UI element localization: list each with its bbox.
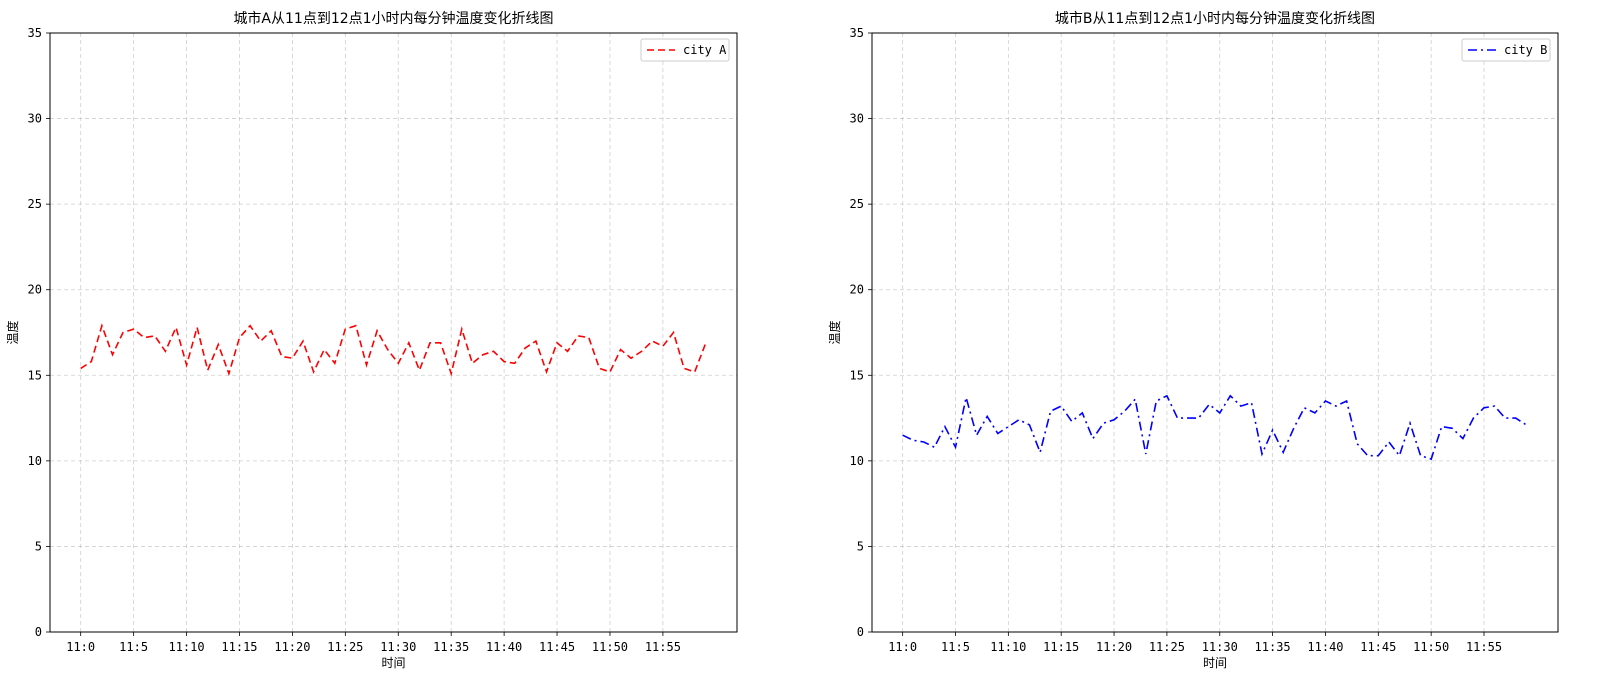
y-tick-label: 5 xyxy=(35,539,42,553)
y-tick-label: 15 xyxy=(850,368,864,382)
x-tick-label: 11:0 xyxy=(66,640,95,654)
x-tick-label: 11:40 xyxy=(486,640,522,654)
x-tick-label: 11:20 xyxy=(1096,640,1132,654)
x-tick-label: 11:10 xyxy=(990,640,1026,654)
y-tick-label: 20 xyxy=(28,283,42,297)
chart-city-b: 0 5 10 15 20 25 30 35 11:0 11:5 11:10 11:15 11:20 11:… xyxy=(827,10,1559,670)
y-tick-label: 10 xyxy=(850,454,864,468)
y-tick-label: 25 xyxy=(850,197,864,211)
legend-box xyxy=(1461,38,1551,62)
y-tick-label: 15 xyxy=(28,368,42,382)
x-tick-label: 11:35 xyxy=(433,640,469,654)
x-tick-label: 11:55 xyxy=(1466,640,1502,654)
x-tick-label: 11:40 xyxy=(1307,640,1343,654)
chart-title: 城市A从11点到12点1小时内每分钟温度变化折线图 xyxy=(233,10,553,27)
y-tick-label: 30 xyxy=(850,112,864,126)
plot-area xyxy=(50,33,737,632)
series-line-city-a xyxy=(80,323,706,377)
x-tick-label: 11:30 xyxy=(380,640,416,654)
x-tick-label: 11:15 xyxy=(1043,640,1079,654)
y-tick-label: 35 xyxy=(28,26,42,40)
x-tick-label: 11:5 xyxy=(119,640,148,654)
y-axis-label: 温度 xyxy=(5,320,20,344)
x-tick-label: 11:35 xyxy=(1255,640,1291,654)
series-line-city-b xyxy=(902,394,1527,461)
x-tick-label: 11:0 xyxy=(888,640,917,654)
x-tick-label: 11:25 xyxy=(327,640,363,654)
y-tick-label: 35 xyxy=(850,26,864,40)
y-tick-label: 30 xyxy=(28,112,42,126)
y-tick-label: 10 xyxy=(28,454,42,468)
x-tick-label: 11:45 xyxy=(539,640,575,654)
x-tick-label: 11:45 xyxy=(1360,640,1396,654)
x-axis-label: 时间 xyxy=(381,656,405,670)
x-axis-label: 时间 xyxy=(1203,656,1227,670)
chart-title: 城市B从11点到12点1小时内每分钟温度变化折线图 xyxy=(1055,10,1375,27)
x-tick-label: 11:10 xyxy=(168,640,204,654)
plot-frame xyxy=(49,32,738,633)
x-tick-label: 11:20 xyxy=(274,640,310,654)
legend-label: city A xyxy=(683,43,727,57)
legend: city A xyxy=(640,38,730,62)
x-tick-label: 11:15 xyxy=(221,640,257,654)
x-tick-label: 11:5 xyxy=(941,640,970,654)
legend-label: city B xyxy=(1504,43,1547,57)
y-tick-label: 20 xyxy=(850,283,864,297)
x-tick-label: 11:25 xyxy=(1149,640,1185,654)
legend: city B xyxy=(1461,38,1551,62)
x-tick-label: 11:50 xyxy=(1413,640,1449,654)
plot-frame xyxy=(871,32,1559,633)
y-tick-label: 0 xyxy=(35,625,42,639)
y-tick-label: 5 xyxy=(857,539,864,553)
y-tick-label: 0 xyxy=(857,625,864,639)
plot-area xyxy=(872,33,1558,632)
y-tick-label: 25 xyxy=(28,197,42,211)
x-tick-label: 11:55 xyxy=(645,640,681,654)
x-tick-label: 11:30 xyxy=(1202,640,1238,654)
chart-city-a: 0 5 10 15 20 25 30 35 11:0 11:5 11:10 11:15 11:20 11:… xyxy=(5,10,738,670)
y-axis-label: 温度 xyxy=(827,320,842,344)
x-tick-label: 11:50 xyxy=(592,640,628,654)
legend-box xyxy=(640,38,730,62)
